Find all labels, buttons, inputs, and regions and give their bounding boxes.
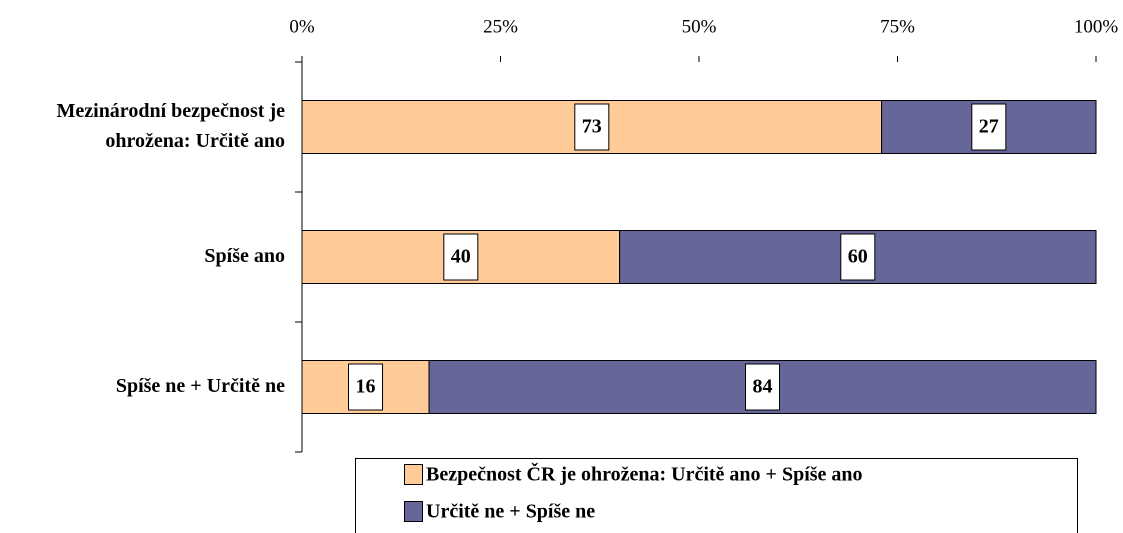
data-label-box <box>971 103 1007 151</box>
data-label: 40 <box>443 233 479 281</box>
legend-swatch <box>404 501 423 522</box>
legend-label: Určitě ne + Spíše ne <box>426 501 595 523</box>
data-label: 84 <box>745 363 781 411</box>
data-label: 16 <box>348 363 384 411</box>
data-label-text: 27 <box>979 116 999 138</box>
x-tick-label: 50% <box>682 16 717 37</box>
data-label-box <box>745 363 781 411</box>
data-label: 73 <box>574 103 610 151</box>
data-label: 60 <box>840 233 876 281</box>
legend-label: Bezpečnost ČR je ohrožena: Určitě ano + … <box>426 462 863 486</box>
x-tick-label: 75% <box>880 16 915 37</box>
data-label-box <box>348 363 384 411</box>
data-label-box <box>443 233 479 281</box>
data-label-box <box>840 233 876 281</box>
data-label-text: 40 <box>451 246 471 268</box>
x-tick-label: 0% <box>289 16 315 37</box>
data-label: 27 <box>971 103 1007 151</box>
data-label-text: 16 <box>356 376 376 398</box>
data-label-box <box>574 103 610 151</box>
x-tick-label: 100% <box>1074 16 1119 37</box>
data-label-text: 84 <box>753 376 773 398</box>
category-label: Spíše ne + Určitě ne <box>116 375 285 397</box>
category-label: Mezinárodní bezpečnost je ohrožena: Určit… <box>57 100 286 152</box>
category-label: Spíše ano <box>204 245 285 267</box>
data-label-text: 60 <box>848 246 868 268</box>
x-tick-label: 25% <box>483 16 518 37</box>
legend-box <box>355 458 1078 533</box>
data-label-text: 73 <box>582 116 602 138</box>
legend-swatch <box>404 464 423 485</box>
